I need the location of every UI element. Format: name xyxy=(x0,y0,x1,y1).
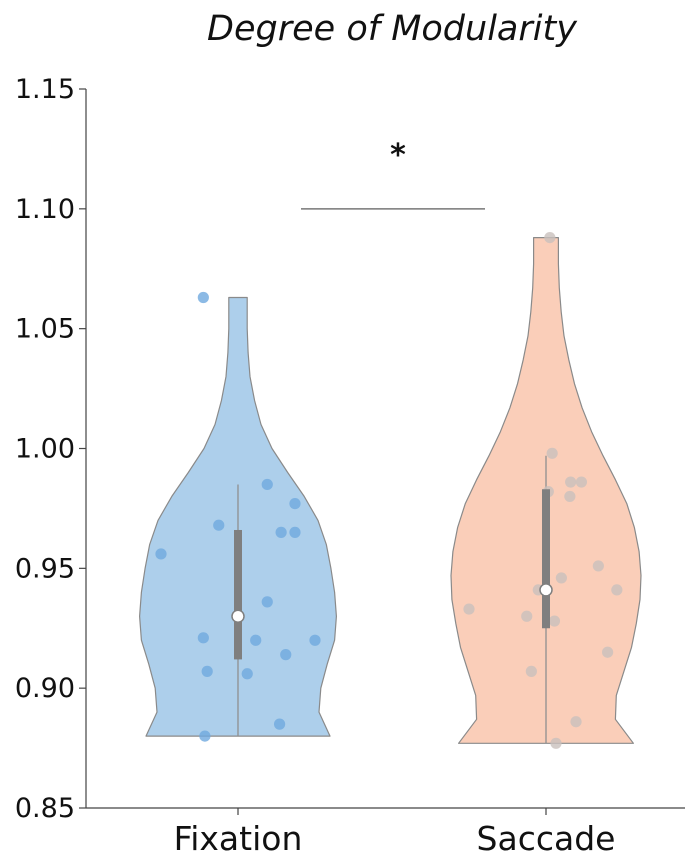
iqr-box xyxy=(234,529,242,660)
y-tick-label: 1.05 xyxy=(15,314,75,345)
data-point xyxy=(565,476,577,488)
y-tick-label: 1.00 xyxy=(15,434,75,465)
y-tick-label: 0.85 xyxy=(15,793,75,824)
data-point xyxy=(155,548,167,560)
data-point xyxy=(525,665,537,677)
data-point xyxy=(250,634,262,646)
data-point xyxy=(548,615,561,627)
data-point xyxy=(241,668,253,680)
significance-asterisk: * xyxy=(390,138,406,173)
data-point xyxy=(564,490,576,503)
data-point xyxy=(199,730,211,742)
data-point xyxy=(289,526,301,538)
data-point xyxy=(555,572,568,584)
data-point xyxy=(550,737,562,749)
data-point xyxy=(546,447,558,459)
data-point xyxy=(261,596,273,608)
data-point xyxy=(197,291,209,304)
data-point xyxy=(197,632,209,644)
data-point xyxy=(521,610,533,622)
x-tick-label: Fixation xyxy=(174,819,303,858)
data-point xyxy=(544,231,556,244)
data-point xyxy=(570,716,582,728)
iqr-box xyxy=(542,489,550,629)
data-point xyxy=(275,526,287,538)
data-point xyxy=(575,476,588,488)
data-point xyxy=(213,519,225,531)
y-tick-label: 0.90 xyxy=(15,673,75,704)
data-point xyxy=(611,584,623,596)
data-point xyxy=(261,478,273,491)
y-tick-label: 0.95 xyxy=(15,553,75,584)
data-point xyxy=(463,603,475,615)
data-point xyxy=(592,560,604,572)
data-point xyxy=(289,498,301,510)
median-marker xyxy=(539,583,553,597)
median-marker xyxy=(231,609,245,624)
data-point xyxy=(602,646,614,658)
y-tick-label: 1.15 xyxy=(15,74,75,105)
chart-title: Degree of Modularity xyxy=(207,9,578,49)
data-point xyxy=(201,665,213,677)
data-point xyxy=(280,649,292,661)
data-point xyxy=(273,718,286,730)
x-tick-label: Saccade xyxy=(477,819,616,858)
data-point xyxy=(309,634,321,646)
y-tick-label: 1.10 xyxy=(15,194,75,225)
plot-area: 0.85 0.90 0.95 1.00 1.05 1.10 1.15 Fixation Sacc… xyxy=(15,74,685,858)
